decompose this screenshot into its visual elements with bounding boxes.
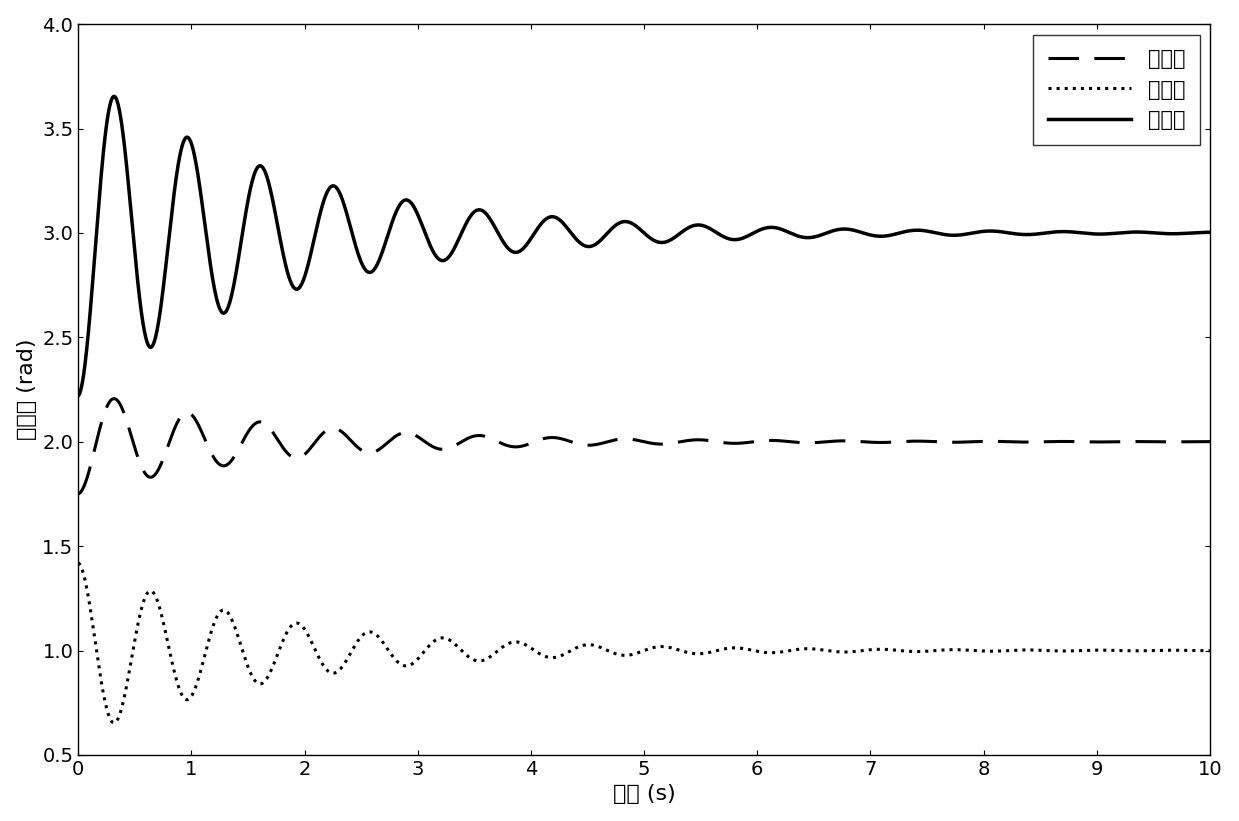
滚转角 [139,470,154,479]
滚转角 [624,434,639,444]
俧仰角 [1203,227,1218,237]
俧仰角 [118,148,133,158]
Line: 俧仰角: 俧仰角 [78,96,1211,396]
偏航角 [139,590,154,600]
俧仰角 [107,91,121,101]
滚转角 [76,483,90,493]
偏航角 [292,619,307,629]
偏航角 [118,688,133,698]
偏航角 [624,649,639,659]
偏航角 [107,718,121,728]
滚转角 [1203,437,1218,447]
滚转角 [1142,437,1157,447]
滚转角 [107,394,121,404]
Line: 偏航角: 偏航角 [78,563,1211,723]
Line: 滚转角: 滚转角 [78,399,1211,494]
俧仰角 [71,391,85,401]
X-axis label: 时间 (s): 时间 (s) [613,784,675,805]
俧仰角 [76,372,90,382]
偏航角 [71,558,85,568]
滚转角 [71,489,85,499]
滚转角 [292,452,307,462]
偏航角 [1203,646,1218,656]
Legend: 滚转角, 偏航角, 俧仰角: 滚转角, 偏航角, 俧仰角 [1033,34,1199,144]
俧仰角 [292,282,307,291]
偏航角 [76,568,90,578]
Y-axis label: 姿态角 (rad): 姿态角 (rad) [16,339,37,440]
滚转角 [118,411,133,421]
俧仰角 [1142,227,1157,237]
偏航角 [1142,646,1157,656]
俧仰角 [139,333,154,343]
俧仰角 [624,218,639,228]
